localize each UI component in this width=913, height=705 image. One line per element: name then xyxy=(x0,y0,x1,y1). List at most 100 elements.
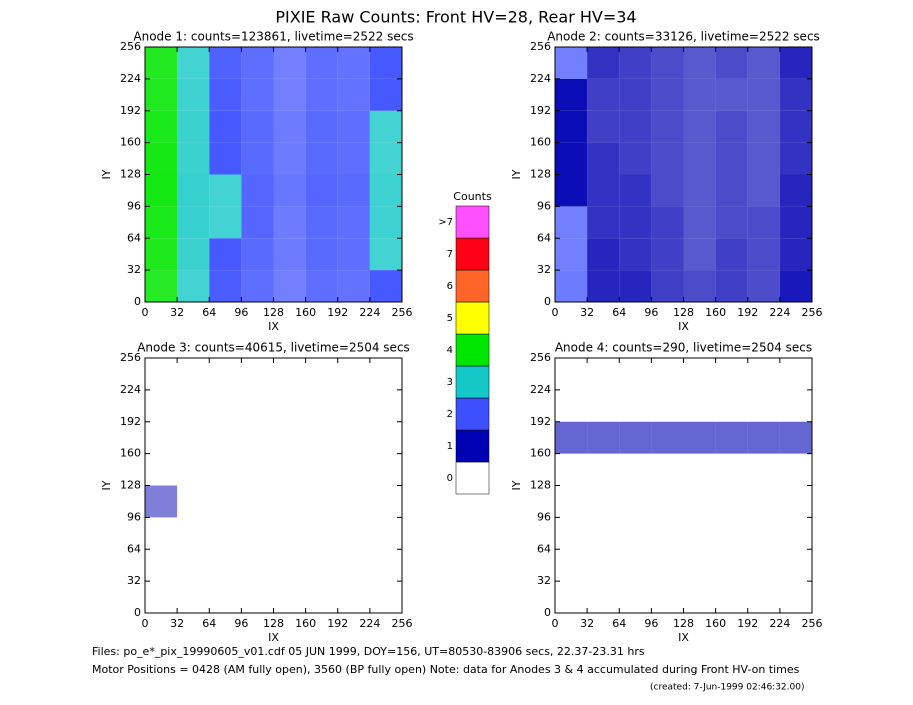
heat-cell xyxy=(177,422,209,454)
heat-cell xyxy=(587,581,619,613)
heat-cell xyxy=(683,78,716,111)
heat-cell xyxy=(370,549,402,581)
heat-cell xyxy=(177,238,210,271)
x-tick-label: 32 xyxy=(170,306,184,319)
y-tick-label: 128 xyxy=(120,479,141,492)
heat-cell xyxy=(145,485,178,518)
heat-cell xyxy=(273,174,306,207)
heat-cell xyxy=(619,110,652,143)
heat-cell xyxy=(370,454,402,486)
x-tick-label: 256 xyxy=(802,306,823,319)
heat-cell xyxy=(306,517,338,549)
heat-cell xyxy=(177,549,209,581)
heat-cell xyxy=(209,422,241,454)
heat-cell xyxy=(273,47,306,79)
heat-cell xyxy=(337,206,370,239)
x-tick-label: 256 xyxy=(802,617,823,630)
heat-cell xyxy=(209,238,242,271)
heat-cell xyxy=(683,174,716,207)
heat-cell xyxy=(748,517,780,549)
heat-cell xyxy=(274,486,306,518)
heat-cell xyxy=(715,270,748,302)
heat-cell xyxy=(338,517,370,549)
x-tick-label: 192 xyxy=(327,617,348,630)
x-tick-label: 128 xyxy=(673,617,694,630)
heat-cell xyxy=(306,358,338,390)
heat-cell xyxy=(651,238,684,271)
heat-cell xyxy=(555,238,588,271)
heat-cell xyxy=(145,390,177,422)
heat-cell xyxy=(370,390,402,422)
heat-cell xyxy=(651,390,683,422)
heat-cell xyxy=(177,581,209,613)
heat-cell xyxy=(684,581,716,613)
y-tick-label: 32 xyxy=(127,574,141,587)
footer-motor: Motor Positions = 0428 (AM fully open), … xyxy=(92,663,800,676)
heat-cell xyxy=(684,549,716,581)
heat-cell xyxy=(338,422,370,454)
heat-cell xyxy=(716,358,748,390)
heat-cell xyxy=(651,454,683,486)
heat-cell xyxy=(619,270,652,302)
x-tick-label: 32 xyxy=(580,306,594,319)
y-tick-label: 32 xyxy=(127,263,141,276)
heat-cell xyxy=(337,110,370,143)
y-tick-label: 160 xyxy=(120,136,141,149)
x-tick-label: 256 xyxy=(392,306,413,319)
y-tick-label: 96 xyxy=(127,510,141,523)
heat-cell xyxy=(337,142,370,175)
colorbar-title: Counts xyxy=(453,190,492,203)
heat-cell xyxy=(555,174,588,207)
heat-cell xyxy=(370,517,402,549)
y-tick-label: 96 xyxy=(537,510,551,523)
heat-cell xyxy=(241,517,273,549)
heat-cell xyxy=(779,78,812,111)
heat-cell xyxy=(683,270,716,302)
colorbar-swatch xyxy=(455,269,490,303)
heat-cell xyxy=(619,358,651,390)
heat-cell xyxy=(145,238,178,271)
x-tick-label: 96 xyxy=(234,306,248,319)
heat-cell xyxy=(780,358,812,390)
heat-cell xyxy=(273,270,306,302)
heat-cell xyxy=(715,174,748,207)
heat-cell xyxy=(619,421,652,454)
heat-cell xyxy=(209,206,242,239)
heat-cell xyxy=(683,47,716,79)
heat-cell xyxy=(241,270,274,302)
heat-cell xyxy=(748,358,780,390)
heat-cell xyxy=(780,581,812,613)
heat-cell xyxy=(587,142,620,175)
heat-cell xyxy=(715,238,748,271)
heat-cell xyxy=(748,549,780,581)
heat-cell xyxy=(337,174,370,207)
heat-cell xyxy=(338,486,370,518)
heat-cell xyxy=(241,390,273,422)
heat-cell xyxy=(145,206,178,239)
x-axis-label: IX xyxy=(268,631,279,644)
heat-cell xyxy=(369,238,402,271)
y-tick-label: 192 xyxy=(530,415,551,428)
heat-cell xyxy=(177,206,210,239)
heat-cell xyxy=(241,142,274,175)
heat-cell xyxy=(241,454,273,486)
heat-cell xyxy=(683,238,716,271)
heat-cell xyxy=(274,358,306,390)
heat-cell xyxy=(715,110,748,143)
heat-cell xyxy=(305,47,338,79)
heat-cell xyxy=(651,581,683,613)
heat-cell xyxy=(619,454,651,486)
heat-cell xyxy=(241,549,273,581)
heat-cell xyxy=(619,517,651,549)
heat-cell xyxy=(209,142,242,175)
heat-cell xyxy=(177,390,209,422)
heat-cell xyxy=(145,454,177,486)
heat-cell xyxy=(370,358,402,390)
x-tick-label: 192 xyxy=(327,306,348,319)
heat-cell xyxy=(651,110,684,143)
heat-cell xyxy=(715,206,748,239)
heat-cell xyxy=(209,517,241,549)
heat-cell xyxy=(780,454,812,486)
heat-cell xyxy=(177,358,209,390)
colorbar-label: 4 xyxy=(447,345,453,356)
